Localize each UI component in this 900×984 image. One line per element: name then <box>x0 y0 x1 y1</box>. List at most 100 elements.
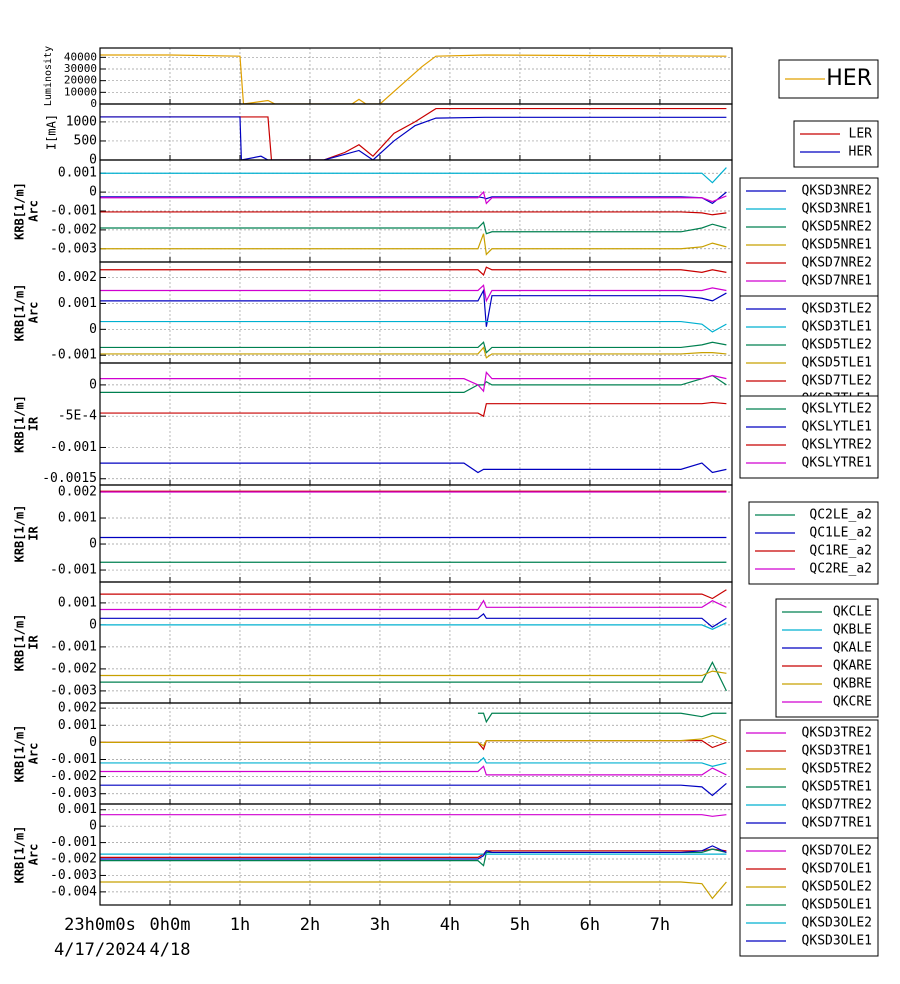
y-tick-label: 0 <box>89 537 97 552</box>
plot-frame <box>99 803 733 906</box>
y-tick-label: 0.001 <box>58 718 97 733</box>
legend-label: QKSD3TLE2 <box>802 302 872 317</box>
y-tick-label: -0.001 <box>50 440 97 455</box>
legend: QC2LE_a2 QC1LE_a2 QC1RE_a2 QC2RE_a2 <box>748 501 879 585</box>
series-line <box>100 221 727 235</box>
legend-label: QKSD7OLE2 <box>802 844 872 859</box>
x-tick-label: 7h <box>650 915 670 935</box>
legend-label: QC2RE_a2 <box>809 562 872 577</box>
y-axis-label: KRB[1/m] <box>13 395 27 453</box>
series-line <box>100 191 727 205</box>
y-tick-label: -5E-4 <box>58 409 97 424</box>
legend-label: QKSLYTLE2 <box>802 402 872 417</box>
y-tick-label: 0.001 <box>58 595 97 610</box>
y-axis-label: KRB[1/m] <box>13 505 27 563</box>
series-line <box>100 233 727 256</box>
y-tick-label: 0.001 <box>58 511 97 526</box>
y-tick-label: 0 <box>90 97 97 110</box>
y-tick-label: 20000 <box>64 74 97 87</box>
legend-label: QKSD3NRE1 <box>802 202 872 217</box>
y-tick-label: -0.002 <box>50 852 97 867</box>
y-tick-label: -0.003 <box>50 868 97 883</box>
legend-box <box>739 395 879 479</box>
legend-label: QKSD5OLE2 <box>802 880 872 895</box>
y-tick-label: 0.002 <box>58 270 97 285</box>
legend-label: QKBLE <box>833 623 872 638</box>
legend-label: QKSD3OLE2 <box>802 916 872 931</box>
legend-label: QKSD5NRE2 <box>802 220 872 235</box>
y-tick-label: 0 <box>89 153 97 168</box>
y-axis-label: IR <box>27 635 41 650</box>
x-tick-label: 4h <box>440 915 460 935</box>
series-line <box>100 288 727 327</box>
series-line <box>100 881 727 900</box>
series-line <box>100 845 727 860</box>
legend-label: QKSD3OLE1 <box>802 934 872 949</box>
x-tick-label: 2h <box>300 915 320 935</box>
legend-label: LER <box>849 127 873 142</box>
y-tick-label: -0.001 <box>50 835 97 850</box>
x-tick-label: 3h <box>370 915 390 935</box>
legend-label: QKSD7TRE2 <box>802 798 872 813</box>
plot-frame <box>99 702 733 805</box>
y-tick-label: 40000 <box>64 50 97 63</box>
series-line <box>100 589 727 600</box>
y-axis-label: KRB[1/m] <box>13 182 27 240</box>
y-axis-label: I[mA] <box>45 114 59 150</box>
legend-box <box>775 598 879 718</box>
legend-box <box>739 837 879 957</box>
y-tick-label: -0.002 <box>50 661 97 676</box>
y-tick-label: -0.001 <box>50 639 97 654</box>
legend-label: QKCRE <box>833 695 872 710</box>
series-line <box>100 346 727 359</box>
y-tick-label: 0 <box>89 322 97 337</box>
legend: HER <box>778 59 879 99</box>
x-tick-label: 0h0m <box>150 915 191 935</box>
y-tick-label: 0.002 <box>58 485 97 500</box>
y-tick-label: -0.001 <box>50 204 97 219</box>
series-line <box>100 341 727 354</box>
series-line <box>100 462 727 474</box>
y-tick-label: 30000 <box>64 62 97 75</box>
series-line <box>100 756 727 767</box>
y-axis-label: Arc <box>27 302 41 324</box>
y-axis-label: KRB[1/m] <box>13 614 27 672</box>
legend-box <box>793 120 879 168</box>
legend-label: QC1RE_a2 <box>809 544 872 559</box>
series-line <box>100 211 727 216</box>
series-line <box>100 401 727 418</box>
y-tick-label: 0 <box>89 819 97 834</box>
y-tick-label: -0.001 <box>50 563 97 578</box>
legend-label: QKSD7TRE1 <box>802 816 872 831</box>
legend-label: QKSD3TLE1 <box>802 320 872 335</box>
series-line <box>100 167 727 184</box>
series-line <box>100 765 727 776</box>
legend-label: QKSD5OLE1 <box>802 898 872 913</box>
y-tick-label: -0.003 <box>50 241 97 256</box>
x-tick-label: 5h <box>510 915 530 935</box>
legend-label: QKSD5TLE1 <box>802 356 872 371</box>
y-axis-label: Luminosity <box>43 46 54 106</box>
y-axis-label: Arc <box>27 200 41 222</box>
series-line <box>100 622 727 630</box>
legend-label: HER <box>849 145 873 160</box>
series-line <box>100 599 727 611</box>
legend: QKSLYTLE2 QKSLYTLE1 QKSLYTRE2 QKSLYTRE1 <box>739 395 879 479</box>
legend-box <box>748 501 879 585</box>
y-tick-label: 0.001 <box>58 296 97 311</box>
plot-frame <box>99 103 733 161</box>
plot-frame <box>99 484 733 583</box>
y-tick-label: -0.001 <box>50 348 97 363</box>
series-line <box>100 783 727 797</box>
plot-frame <box>99 581 733 704</box>
legend-label: QKARE <box>833 659 872 674</box>
y-tick-label: -0.003 <box>50 683 97 698</box>
x-tick-label: 6h <box>580 915 600 935</box>
series-line <box>100 371 727 393</box>
series-line <box>100 116 727 160</box>
y-axis-label: Arc <box>27 743 41 765</box>
legend-label: QC2LE_a2 <box>809 508 872 523</box>
series-line <box>100 320 727 333</box>
series-line <box>100 284 727 303</box>
